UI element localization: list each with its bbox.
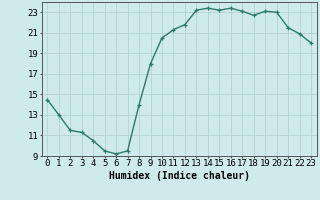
X-axis label: Humidex (Indice chaleur): Humidex (Indice chaleur) [109,171,250,181]
